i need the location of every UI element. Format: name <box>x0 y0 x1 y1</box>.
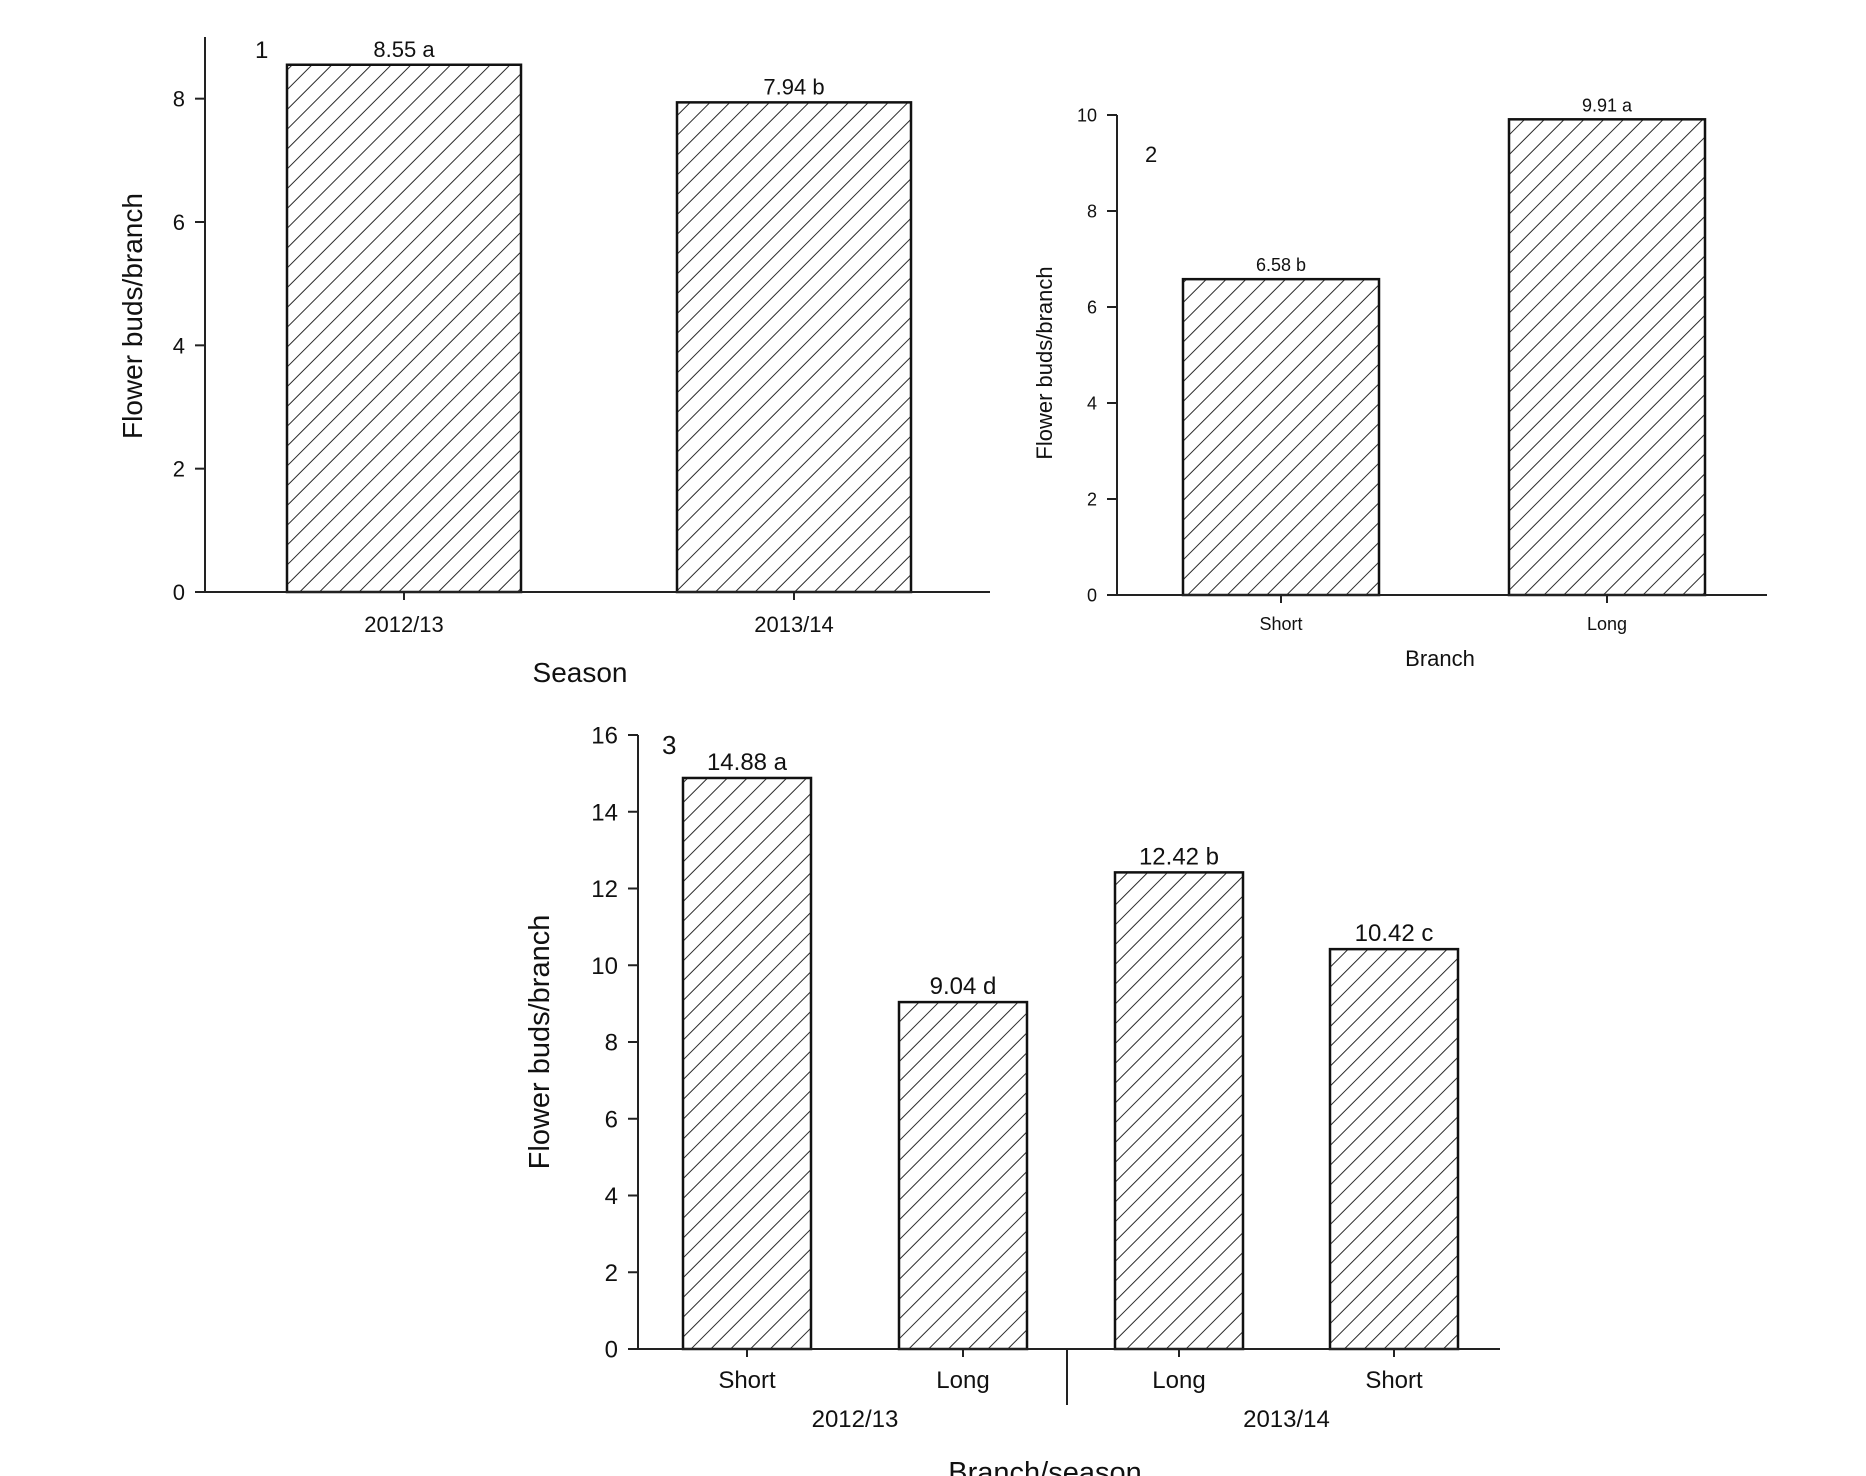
x-tick-label: Long <box>1152 1367 1205 1394</box>
y-tick-label: 10 <box>591 953 618 980</box>
y-tick-label: 0 <box>173 580 185 605</box>
x-axis-label: Branch <box>1405 646 1475 671</box>
chart-panel-1: 8.55 a 2012/13 7.94 b 2013/14 0 2 4 6 8 1 Flower b… <box>117 37 990 688</box>
bar-1 <box>1181 277 1381 597</box>
group-label: 2013/14 <box>1243 1406 1330 1433</box>
y-tick-label: 4 <box>605 1183 618 1210</box>
y-tick-label: 2 <box>605 1260 618 1287</box>
y-tick-label: 0 <box>605 1337 618 1364</box>
x-tick-label: 2012/13 <box>364 612 444 637</box>
bar-3 <box>1113 871 1245 1351</box>
bar-1 <box>285 63 523 594</box>
bar-2 <box>675 101 913 594</box>
x-axis-label: Branch/season <box>948 1457 1141 1476</box>
x-axis-label: Season <box>533 657 628 688</box>
x-tick-label: Long <box>936 1367 989 1394</box>
y-tick-label: 10 <box>1077 105 1097 125</box>
bar-2 <box>897 1000 1029 1351</box>
data-label: 6.58 b <box>1256 255 1306 275</box>
y-axis-label: Flower buds/branch <box>1032 266 1057 459</box>
data-label: 9.91 a <box>1582 95 1633 115</box>
data-label: 12.42 b <box>1139 843 1219 870</box>
y-tick-label: 12 <box>591 876 618 903</box>
y-tick-label: 8 <box>605 1030 618 1057</box>
y-tick-label: 6 <box>1087 297 1097 317</box>
x-tick-label: Short <box>1365 1367 1423 1394</box>
x-tick-label: 2013/14 <box>754 612 834 637</box>
chart-panel-2: 6.58 b Short 9.91 a Long 0 2 4 6 8 10 2 Flower buds… <box>1032 95 1767 671</box>
panel-number: 1 <box>255 37 268 64</box>
x-tick-label: Short <box>718 1367 776 1394</box>
y-axis-label: Flower buds/branch <box>524 915 556 1170</box>
y-tick-label: 6 <box>173 210 185 235</box>
x-tick-label: Short <box>1259 614 1302 634</box>
group-label: 2012/13 <box>812 1406 899 1433</box>
y-tick-label: 4 <box>173 333 185 358</box>
y-tick-label: 4 <box>1087 393 1097 413</box>
y-tick-label: 16 <box>591 723 618 750</box>
y-tick-label: 2 <box>1087 489 1097 509</box>
y-tick-label: 6 <box>605 1106 618 1133</box>
bar-4 <box>1328 947 1460 1351</box>
data-label: 14.88 a <box>707 749 788 776</box>
y-axis-label: Flower buds/branch <box>117 193 148 439</box>
chart-panel-3: 14.88 a Short 9.04 d Long 12.42 b Long 10.42 c… <box>524 723 1500 1476</box>
bar-1 <box>681 776 813 1351</box>
y-tick-label: 2 <box>173 457 185 482</box>
data-label: 7.94 b <box>763 74 824 99</box>
panel-number: 2 <box>1145 142 1157 167</box>
bar-2 <box>1507 118 1707 597</box>
data-label: 8.55 a <box>373 37 435 62</box>
x-tick-label: Long <box>1587 614 1627 634</box>
y-tick-label: 0 <box>1087 585 1097 605</box>
y-tick-label: 8 <box>1087 201 1097 221</box>
data-label: 9.04 d <box>930 973 997 1000</box>
panel-number: 3 <box>662 730 676 760</box>
y-tick-label: 8 <box>173 87 185 112</box>
data-label: 10.42 c <box>1355 920 1434 947</box>
y-tick-label: 14 <box>591 799 618 826</box>
